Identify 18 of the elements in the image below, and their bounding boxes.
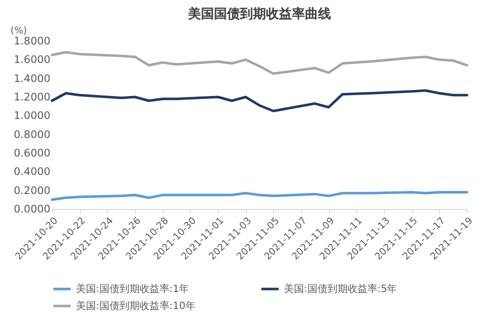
chart-title: 美国国债到期收益率曲线 [187, 6, 331, 22]
y-tick-label: 1.8000 [14, 36, 50, 48]
y-tick-label: 0.4000 [14, 166, 50, 178]
y-tick-label: 0.0000 [14, 204, 50, 216]
legend-label: 美国:国债到期收益率:1年 [76, 283, 190, 295]
y-tick-label: 1.2000 [14, 92, 50, 104]
legend-label: 美国:国债到期收益率:5年 [284, 283, 398, 295]
line-series [50, 50, 468, 75]
y-tick-label: 0.8000 [14, 128, 50, 141]
y-axis-title: (%) [10, 26, 27, 36]
y-tick-label: 0.6000 [14, 148, 50, 160]
line-series [50, 89, 468, 112]
line-series [50, 190, 468, 201]
y-tick-label: 1.0000 [14, 110, 50, 122]
y-tick-label: 0.2000 [14, 184, 50, 197]
y-tick-label: 1.4000 [14, 72, 50, 85]
legend-label: 美国:国债到期收益率:10年 [76, 300, 196, 312]
y-tick-label: 1.6000 [14, 54, 50, 66]
